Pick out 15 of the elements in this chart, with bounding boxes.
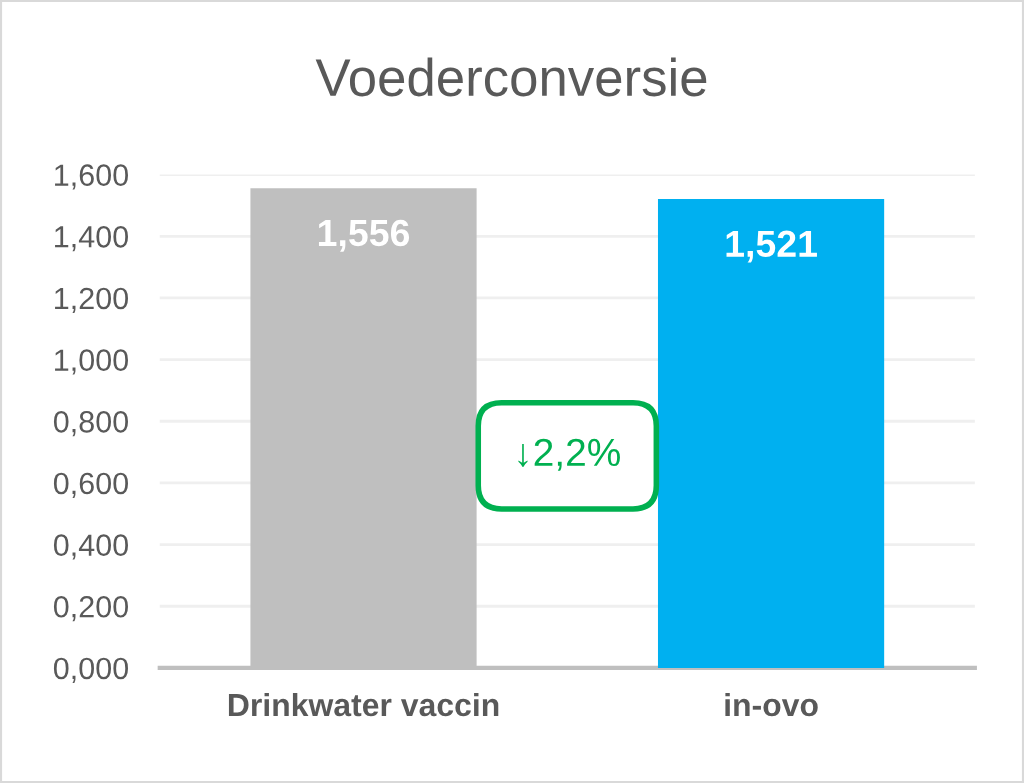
y-tick-label: 1,400 [55, 226, 128, 252]
y-tick-label: 0,000 [53, 657, 128, 683]
y-tick-label: 0,600 [53, 472, 128, 498]
y-tick-label: 1,200 [55, 287, 128, 313]
y-tick-label: 1,600 [55, 164, 128, 190]
y-tick-label: 0,400 [53, 534, 128, 560]
data-label: 1,521 [726, 230, 817, 263]
y-tick-label: 0,200 [53, 595, 128, 622]
annotation: ↓2,2% [518, 438, 620, 471]
x-tick-label: Drinkwater vaccin [228, 692, 499, 717]
data-label: 1,556 [318, 219, 410, 252]
y-tick-label: 1,000 [55, 349, 128, 375]
y-tick-label: 0,800 [53, 410, 128, 437]
chart-title: Voederconversie [315, 57, 707, 97]
x-tick-label: in-ovo [725, 692, 818, 717]
